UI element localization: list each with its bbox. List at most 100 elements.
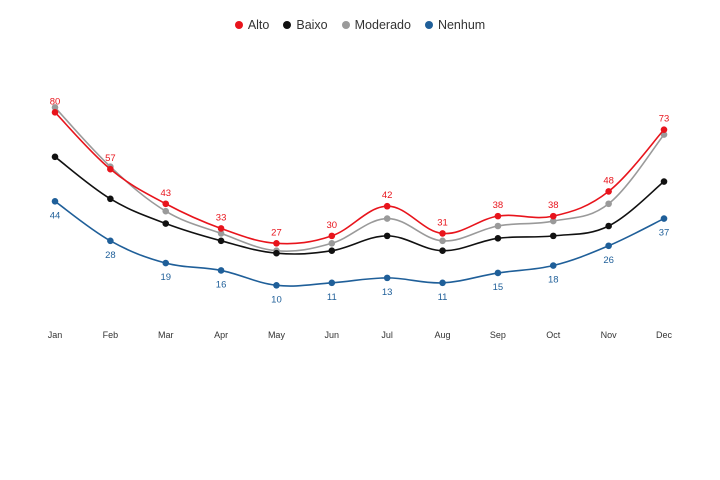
data-label-nenhum: 15 xyxy=(493,282,504,293)
legend-marker-baixo xyxy=(283,21,292,29)
data-label-alto: 80 xyxy=(50,96,61,107)
data-point-moderado[interactable] xyxy=(439,237,446,245)
data-point-baixo[interactable] xyxy=(605,222,612,230)
series-line-alto xyxy=(54,111,665,245)
data-point-nenhum[interactable] xyxy=(217,267,225,274)
legend-marker-nenhum xyxy=(424,21,433,29)
data-label-nenhum: 18 xyxy=(548,275,559,286)
legend-label-moderado: Moderado xyxy=(354,18,411,32)
legend-item-baixo[interactable]: Baixo xyxy=(283,18,328,32)
data-label-nenhum: 44 xyxy=(50,210,61,221)
x-tick-label: Sep xyxy=(490,330,506,340)
data-point-nenhum[interactable] xyxy=(51,197,59,205)
data-label-alto: 57 xyxy=(105,153,116,164)
data-label-nenhum: 16 xyxy=(216,279,227,290)
data-point-alto[interactable] xyxy=(51,109,59,116)
data-label-nenhum: 37 xyxy=(659,228,670,239)
data-point-moderado[interactable] xyxy=(51,104,59,111)
data-point-baixo[interactable] xyxy=(51,153,59,161)
data-point-nenhum[interactable] xyxy=(162,259,170,267)
data-point-baixo[interactable] xyxy=(328,247,336,255)
x-tick-label: Mar xyxy=(158,330,174,340)
series-line-nenhum xyxy=(54,200,665,287)
data-label-nenhum: 19 xyxy=(160,272,171,283)
data-label-alto: 38 xyxy=(548,200,559,211)
data-point-baixo[interactable] xyxy=(107,195,114,203)
data-point-alto[interactable] xyxy=(660,126,668,133)
data-point-nenhum[interactable] xyxy=(605,242,612,250)
x-tick-label: Jun xyxy=(325,330,340,340)
x-tick-label: Dec xyxy=(656,330,673,340)
data-point-baixo[interactable] xyxy=(383,232,391,240)
legend-item-nenhum[interactable]: Nenhum xyxy=(424,18,486,32)
data-point-moderado[interactable] xyxy=(217,230,225,237)
data-label-nenhum: 11 xyxy=(438,292,448,303)
legend-marker-alto xyxy=(234,21,243,29)
data-point-baixo[interactable] xyxy=(439,247,446,255)
data-point-moderado[interactable] xyxy=(660,131,668,138)
data-label-alto: 33 xyxy=(216,212,227,223)
legend-label-alto: Alto xyxy=(247,18,270,32)
legend-label-baixo: Baixo xyxy=(296,18,328,32)
data-point-alto[interactable] xyxy=(549,212,557,220)
data-label-nenhum: 10 xyxy=(271,294,282,305)
data-point-baixo[interactable] xyxy=(549,232,557,240)
data-point-baixo[interactable] xyxy=(162,220,170,227)
data-point-nenhum[interactable] xyxy=(328,279,336,287)
data-label-alto: 73 xyxy=(659,114,670,125)
data-point-moderado[interactable] xyxy=(494,222,502,230)
data-point-baixo[interactable] xyxy=(494,235,502,242)
x-tick-label: Oct xyxy=(546,330,561,340)
data-point-alto[interactable] xyxy=(383,202,391,210)
data-point-moderado[interactable] xyxy=(605,200,612,208)
series-line-moderado xyxy=(54,106,665,252)
data-point-baixo[interactable] xyxy=(660,178,668,185)
data-point-nenhum[interactable] xyxy=(549,262,557,269)
data-label-alto: 42 xyxy=(382,190,393,201)
x-tick-label: Feb xyxy=(103,330,119,340)
data-label-nenhum: 13 xyxy=(382,287,393,298)
data-label-alto: 38 xyxy=(493,200,504,211)
data-label-nenhum: 11 xyxy=(327,292,337,303)
data-label-alto: 48 xyxy=(603,175,614,186)
data-point-nenhum[interactable] xyxy=(660,215,668,222)
data-point-alto[interactable] xyxy=(162,200,170,208)
legend-item-alto[interactable]: Alto xyxy=(234,18,270,32)
legend-item-moderado[interactable]: Moderado xyxy=(341,18,411,32)
data-point-nenhum[interactable] xyxy=(273,281,280,289)
data-point-nenhum[interactable] xyxy=(107,237,114,245)
legend-marker-moderado xyxy=(341,21,350,29)
data-point-nenhum[interactable] xyxy=(494,269,502,277)
data-point-nenhum[interactable] xyxy=(439,279,446,287)
series-line-baixo xyxy=(54,156,665,255)
data-point-moderado[interactable] xyxy=(328,239,336,247)
data-point-alto[interactable] xyxy=(439,230,446,237)
x-tick-label: Jan xyxy=(48,330,63,340)
data-point-alto[interactable] xyxy=(217,225,225,232)
data-label-alto: 27 xyxy=(271,227,282,238)
legend: Alto Baixo Moderado Nenhum xyxy=(0,18,720,32)
data-point-alto[interactable] xyxy=(107,165,114,173)
legend-label-nenhum: Nenhum xyxy=(437,18,486,32)
data-label-nenhum: 26 xyxy=(603,255,614,266)
data-label-alto: 43 xyxy=(160,188,171,199)
data-point-alto[interactable] xyxy=(273,239,280,247)
data-label-alto: 30 xyxy=(327,220,338,231)
x-tick-label: Jul xyxy=(381,330,393,340)
data-point-baixo[interactable] xyxy=(273,249,280,257)
data-point-moderado[interactable] xyxy=(162,207,170,215)
x-tick-label: Aug xyxy=(435,330,451,340)
data-label-alto: 31 xyxy=(437,217,448,228)
x-tick-label: Nov xyxy=(601,330,618,340)
x-tick-label: Apr xyxy=(214,330,228,340)
data-point-alto[interactable] xyxy=(494,212,502,220)
x-tick-label: May xyxy=(268,330,286,340)
data-point-alto[interactable] xyxy=(328,232,336,240)
data-label-nenhum: 28 xyxy=(105,250,116,261)
data-point-moderado[interactable] xyxy=(549,217,557,225)
data-point-nenhum[interactable] xyxy=(383,274,391,282)
data-point-baixo[interactable] xyxy=(217,237,225,245)
data-point-alto[interactable] xyxy=(605,188,612,195)
data-point-moderado[interactable] xyxy=(383,215,391,222)
